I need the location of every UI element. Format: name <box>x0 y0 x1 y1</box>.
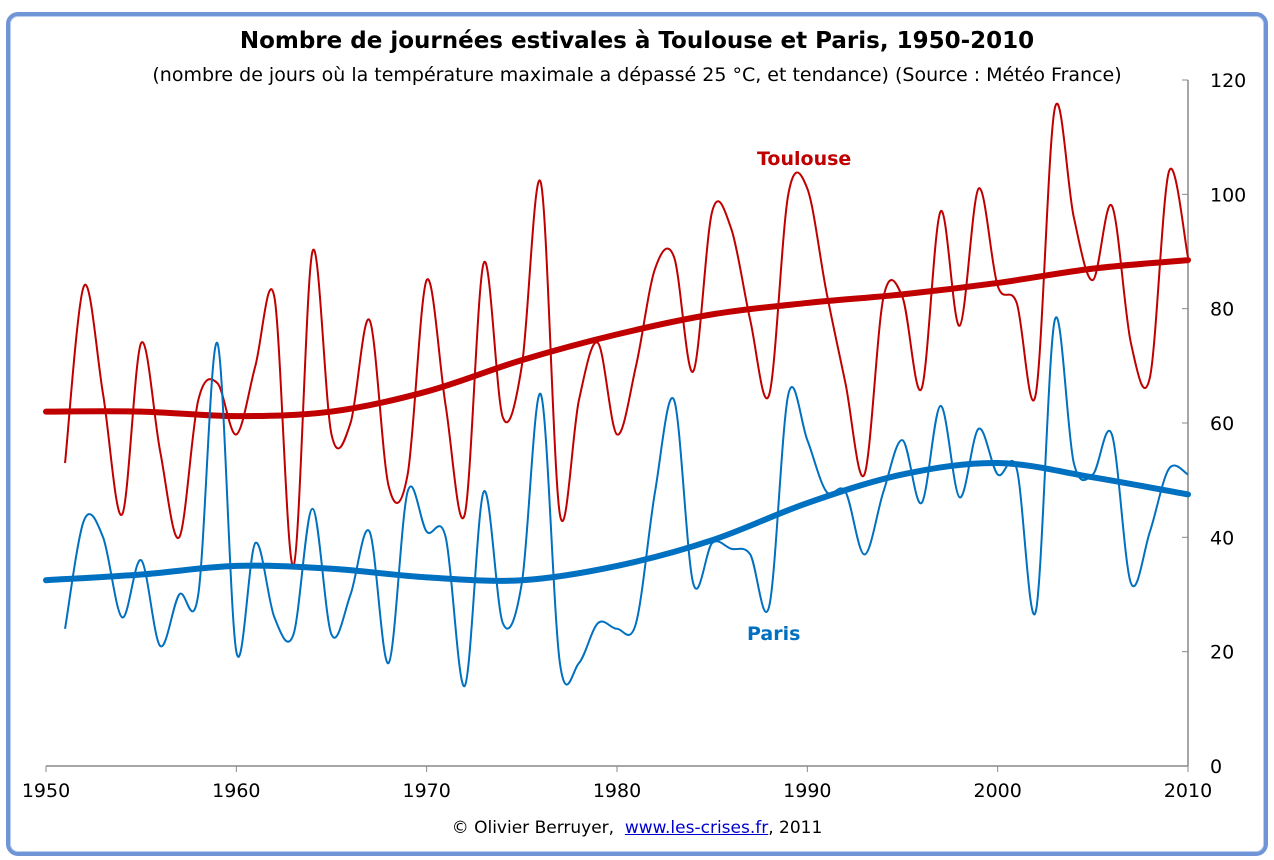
paris-label: Paris <box>747 623 800 645</box>
y-tick-label: 60 <box>1210 413 1234 435</box>
copyright: © Olivier Berruyer, <box>451 818 615 838</box>
footer-year: , 2011 <box>768 818 823 838</box>
y-tick-label: 0 <box>1210 756 1222 778</box>
x-tick-label: 2010 <box>1164 780 1212 802</box>
x-tick-label: 1990 <box>783 780 831 802</box>
y-tick-label: 120 <box>1210 70 1246 92</box>
toulouse-series-line <box>64 102 1189 567</box>
x-tick-label: 1960 <box>212 780 260 802</box>
x-tick-label: 1970 <box>402 780 450 802</box>
chart-frame <box>6 12 1268 856</box>
source-link[interactable]: www.les-crises.fr <box>624 818 769 838</box>
toulouse-label: Toulouse <box>757 148 851 170</box>
paris-trend-line <box>43 460 1191 584</box>
y-tick-label: 40 <box>1210 527 1234 549</box>
toulouse-trend-line <box>43 257 1191 420</box>
y-tick-label: 100 <box>1210 184 1246 206</box>
chart-title: Nombre de journées estivales à Toulouse … <box>239 28 1035 54</box>
paris-series-line <box>64 316 1189 687</box>
y-tick-label: 20 <box>1210 642 1234 664</box>
footer: © Olivier Berruyer, www.les-crises.fr, 2… <box>0 818 1274 838</box>
chart-subtitle: (nombre de jours où la température maxim… <box>152 64 1122 86</box>
x-tick-label: 1950 <box>22 780 70 802</box>
x-tick-label: 1980 <box>593 780 641 802</box>
y-tick-label: 80 <box>1210 299 1234 321</box>
x-tick-label: 2000 <box>973 780 1021 802</box>
